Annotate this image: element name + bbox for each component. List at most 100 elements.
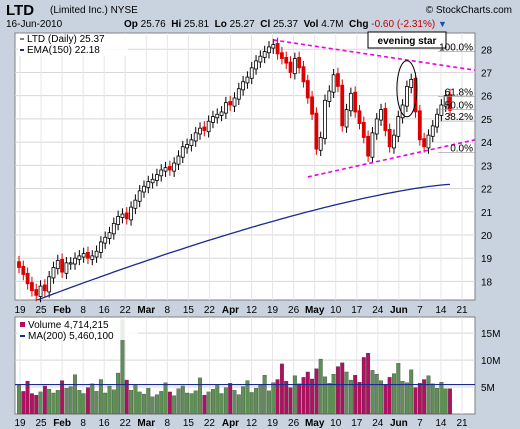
candle-body bbox=[42, 284, 47, 292]
candle-body bbox=[228, 101, 233, 106]
volume-bar bbox=[142, 393, 146, 415]
candle-body bbox=[297, 56, 302, 69]
volume-bar bbox=[422, 379, 427, 415]
candle-body bbox=[366, 135, 371, 157]
volume-bar bbox=[271, 382, 276, 415]
volume-x-tick-label: 22 bbox=[204, 418, 216, 429]
price-x-tick-label: 24 bbox=[372, 305, 384, 316]
candle-body bbox=[133, 199, 138, 209]
price-x-tick-label: 25 bbox=[35, 305, 47, 316]
candle-body bbox=[198, 127, 202, 135]
volume-bar bbox=[210, 389, 215, 415]
candle-body bbox=[30, 282, 34, 292]
volume-bar bbox=[314, 368, 319, 415]
volume-bar bbox=[353, 375, 358, 415]
candle-body bbox=[86, 252, 90, 259]
volume-bar bbox=[275, 379, 280, 415]
volume-x-tick-label: Apr bbox=[222, 418, 239, 429]
volume-bar bbox=[73, 374, 77, 415]
candle-body bbox=[176, 155, 181, 165]
candle-body bbox=[90, 255, 95, 260]
candle-body bbox=[219, 111, 224, 116]
price-x-tick-label: 17 bbox=[351, 305, 363, 316]
open-value: 25.76 bbox=[140, 19, 166, 30]
candle-body bbox=[426, 134, 431, 149]
volume-bar bbox=[94, 391, 99, 415]
price-tick-label: 25 bbox=[481, 115, 493, 126]
volume-legend-label: Volume 4,714,215 bbox=[28, 320, 109, 331]
price-legend-label: LTD (Daily) 25.37 bbox=[27, 34, 105, 45]
candle-body bbox=[310, 96, 314, 115]
high-value: 25.81 bbox=[184, 19, 210, 30]
volume-bar bbox=[254, 387, 258, 415]
price-x-tick-label: 21 bbox=[456, 305, 468, 316]
volume-bar bbox=[387, 377, 392, 415]
candle-body bbox=[409, 79, 414, 88]
volume-bar bbox=[348, 379, 353, 415]
candle-body bbox=[163, 167, 168, 172]
candle-body bbox=[94, 250, 99, 258]
volume-bar bbox=[439, 382, 444, 415]
candle-body bbox=[275, 43, 280, 55]
volume-x-tick-label: 24 bbox=[372, 418, 384, 429]
volume-x-tick-label: 26 bbox=[288, 418, 300, 429]
volume-bar bbox=[137, 391, 142, 415]
volume-bar bbox=[172, 395, 177, 415]
candle-body bbox=[374, 118, 379, 135]
candle-body bbox=[336, 73, 340, 87]
volume-bar bbox=[370, 370, 375, 415]
price-x-tick-label: 26 bbox=[288, 305, 300, 316]
price-tick-label: 24 bbox=[481, 138, 493, 149]
volume-bar bbox=[327, 383, 332, 415]
volume-bar bbox=[154, 394, 159, 415]
volume-bar bbox=[34, 394, 39, 415]
candle-body bbox=[103, 236, 108, 244]
fib-level-label: 0.0% bbox=[450, 143, 473, 154]
volume-bar bbox=[383, 384, 388, 415]
volume-bar bbox=[107, 385, 112, 415]
volume-x-tick-label: 21 bbox=[456, 418, 468, 429]
volume-bar bbox=[331, 373, 336, 415]
volume-bar bbox=[133, 385, 138, 415]
evening-star-label: evening star bbox=[378, 36, 437, 47]
price-x-tick-label: 16 bbox=[99, 305, 111, 316]
volume-x-tick-label: May bbox=[305, 418, 325, 429]
price-tick-label: 28 bbox=[481, 45, 493, 56]
volume-bar bbox=[42, 385, 47, 415]
volume-x-tick-label: 8 bbox=[80, 418, 86, 429]
candle-body bbox=[150, 178, 155, 184]
candle-body bbox=[392, 134, 396, 149]
change-label: Chg bbox=[349, 19, 369, 30]
candle-body bbox=[387, 128, 392, 148]
dropdown-arrow-icon[interactable]: ▼ bbox=[437, 19, 447, 29]
close-label: Cl bbox=[260, 19, 271, 30]
volume-tick-label: 10M bbox=[481, 356, 500, 367]
candle-body bbox=[340, 84, 345, 127]
volume-bar bbox=[25, 380, 30, 415]
candle-body bbox=[448, 94, 452, 111]
volume-bar bbox=[435, 387, 440, 415]
volume-bar bbox=[305, 371, 310, 415]
price-x-tick-label: 19 bbox=[267, 305, 279, 316]
volume-tick-label: 15M bbox=[481, 329, 500, 340]
candle-body bbox=[379, 109, 383, 121]
volume-bar bbox=[443, 388, 448, 415]
volume-x-tick-label: 8 bbox=[165, 418, 171, 429]
candle-body bbox=[370, 132, 375, 158]
volume-bar bbox=[361, 357, 366, 415]
quote-date: 16-Jun-2010 bbox=[6, 19, 63, 30]
candle-body bbox=[81, 253, 86, 258]
volume-bar bbox=[417, 383, 422, 415]
volume-bar bbox=[77, 390, 82, 415]
candle-body bbox=[211, 116, 215, 123]
volume-bar bbox=[310, 378, 315, 415]
volume-bar bbox=[206, 391, 211, 415]
volume-legend-swatch bbox=[20, 322, 25, 327]
volume-bar bbox=[185, 392, 190, 415]
candle-body bbox=[245, 76, 250, 84]
volume-bar bbox=[223, 387, 228, 415]
candle-body bbox=[357, 110, 362, 124]
volume-x-tick-label: Feb bbox=[53, 418, 71, 429]
candle-body bbox=[137, 190, 142, 202]
volume-bar bbox=[215, 385, 220, 415]
